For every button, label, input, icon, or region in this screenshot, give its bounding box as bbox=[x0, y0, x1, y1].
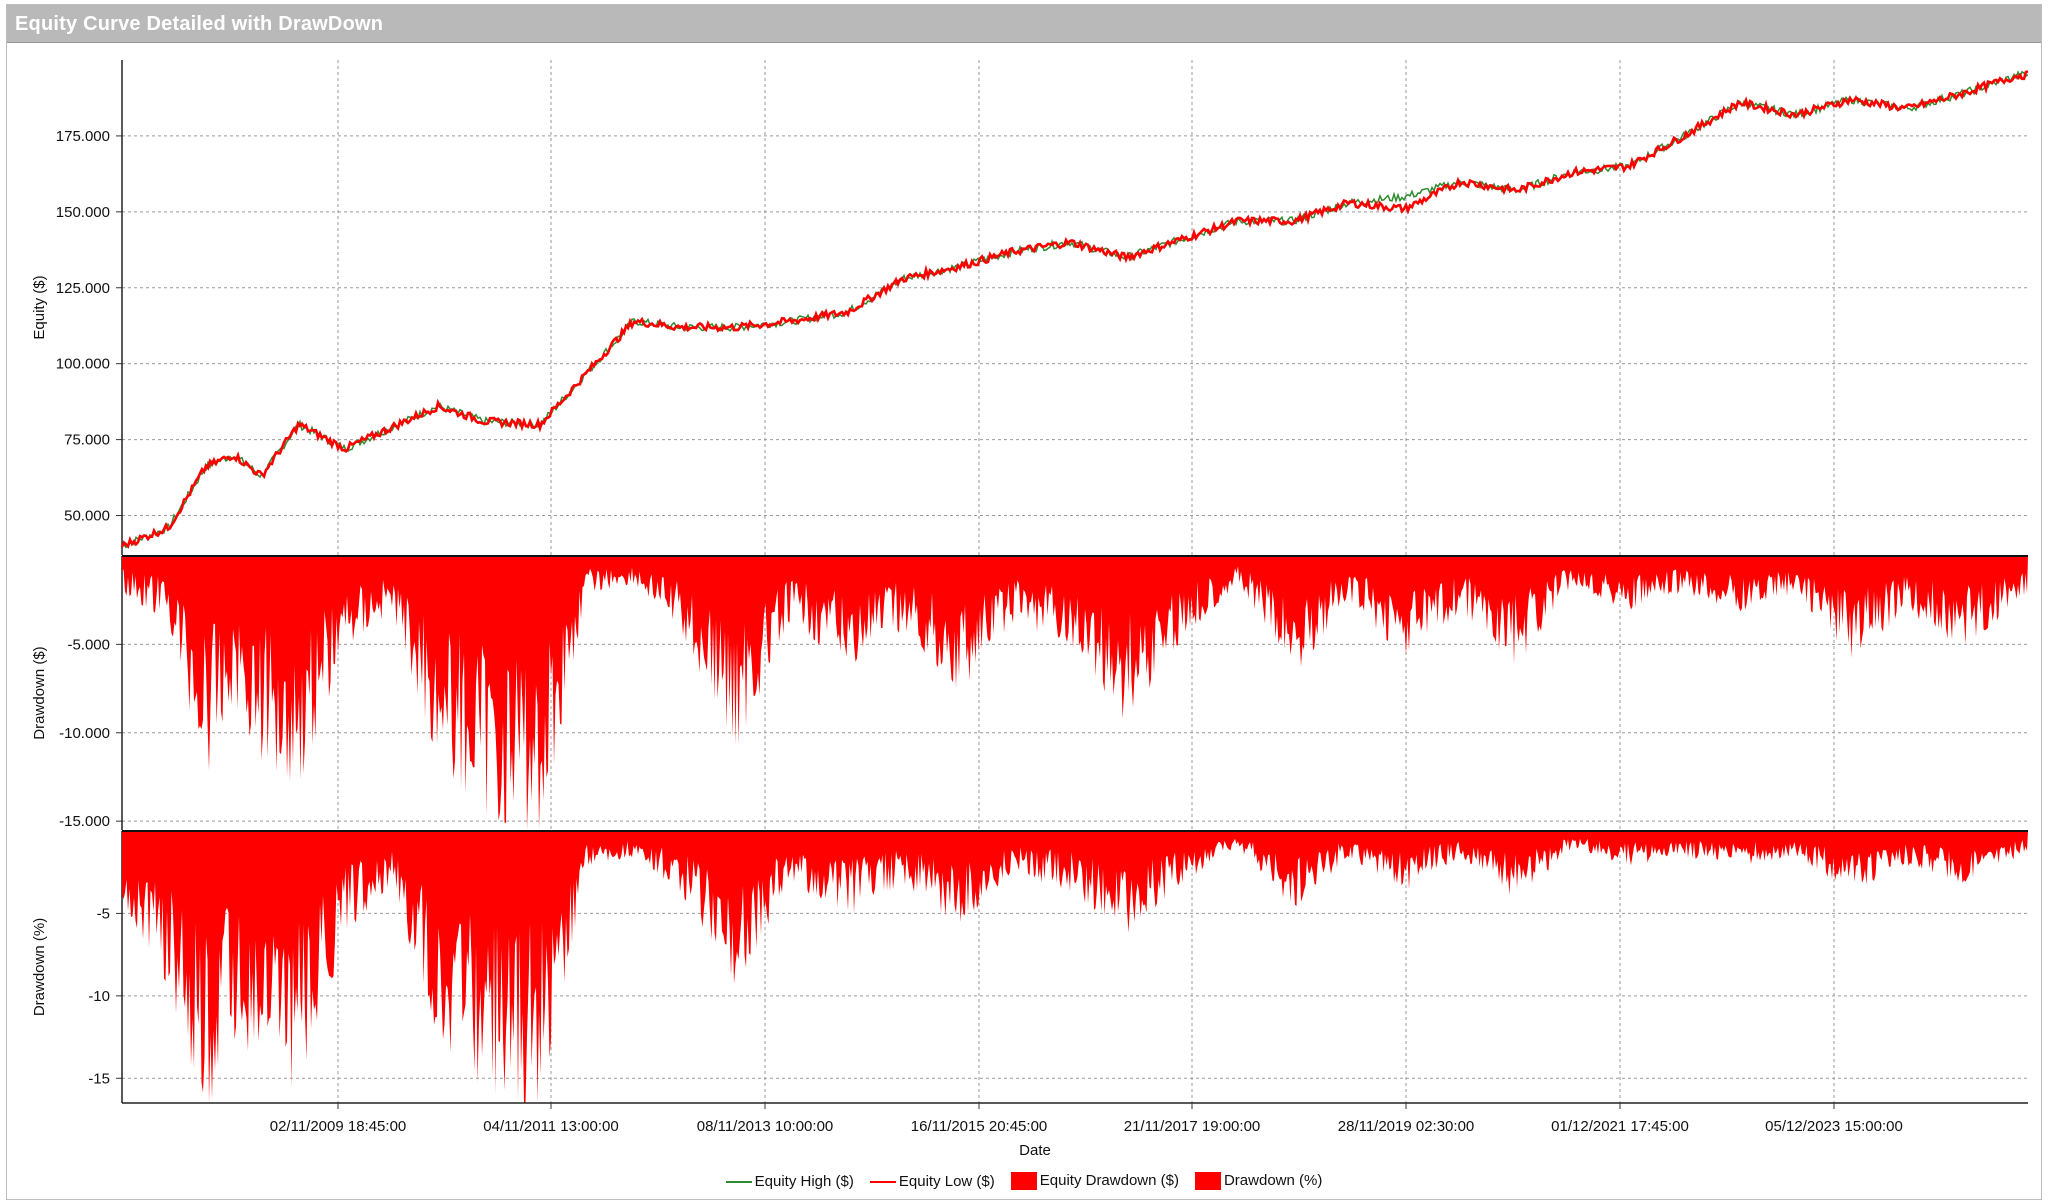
y-tick-label: 75.000 bbox=[64, 432, 110, 449]
chart-legend: Equity High ($) Equity Low ($) Equity Draw… bbox=[0, 1172, 2048, 1191]
x-tick-label: 28/11/2019 02:30:00 bbox=[1338, 1118, 1475, 1135]
equity-high-line bbox=[121, 69, 2029, 549]
legend-swatch bbox=[725, 1180, 752, 1183]
title-bar: Equity Curve Detailed with DrawDown bbox=[7, 5, 2041, 43]
window-title: Equity Curve Detailed with DrawDown bbox=[15, 13, 384, 35]
y-tick-label: 100.000 bbox=[56, 356, 110, 373]
x-tick-label: 02/11/2009 18:45:00 bbox=[270, 1118, 407, 1135]
x-tick-label: 21/11/2017 19:00:00 bbox=[1124, 1118, 1261, 1135]
y-axis-label: Drawdown (%) bbox=[31, 918, 48, 1016]
legend-item: Equity Low ($) bbox=[869, 1172, 995, 1190]
y-tick-label: 50.000 bbox=[64, 508, 110, 525]
x-tick-label: 16/11/2015 20:45:00 bbox=[911, 1118, 1048, 1135]
x-tick-label: 04/11/2011 13:00:00 bbox=[483, 1118, 618, 1135]
legend-label: Equity High ($) bbox=[754, 1172, 854, 1190]
legend-label: Equity Low ($) bbox=[898, 1172, 995, 1190]
x-tick-label: 01/12/2021 17:45:00 bbox=[1551, 1118, 1689, 1135]
legend-label: Drawdown (%) bbox=[1223, 1172, 1323, 1190]
legend-swatch bbox=[869, 1180, 896, 1183]
y-tick-label: 175.000 bbox=[56, 128, 110, 145]
y-tick-label: -15.000 bbox=[59, 813, 110, 830]
y-tick-label: 125.000 bbox=[56, 280, 110, 297]
y-tick-label: -10.000 bbox=[59, 725, 110, 742]
y-axis-label: Drawdown ($) bbox=[31, 646, 48, 739]
x-axis-label: Date bbox=[1019, 1142, 1051, 1159]
legend-item: Equity Drawdown ($) bbox=[1010, 1172, 1179, 1191]
legend-swatch bbox=[1010, 1172, 1037, 1191]
y-tick-label: -5 bbox=[97, 905, 110, 922]
legend-swatch bbox=[1194, 1172, 1221, 1191]
equity-low-line bbox=[120, 70, 2029, 549]
y-axis-label: Equity ($) bbox=[31, 275, 48, 339]
y-tick-label: -10 bbox=[88, 988, 110, 1005]
x-tick-label: 05/12/2023 15:00:00 bbox=[1765, 1118, 1903, 1135]
legend-item: Equity High ($) bbox=[725, 1172, 854, 1190]
x-tick-label: 08/11/2013 10:00:00 bbox=[697, 1118, 834, 1135]
drawdown-area bbox=[122, 831, 2028, 1103]
y-tick-label: -15 bbox=[88, 1070, 110, 1087]
y-tick-label: 150.000 bbox=[56, 204, 110, 221]
drawdown-area bbox=[122, 556, 2028, 830]
y-tick-label: -5.000 bbox=[67, 636, 110, 653]
legend-label: Equity Drawdown ($) bbox=[1039, 1172, 1179, 1190]
legend-item: Drawdown (%) bbox=[1194, 1172, 1323, 1191]
